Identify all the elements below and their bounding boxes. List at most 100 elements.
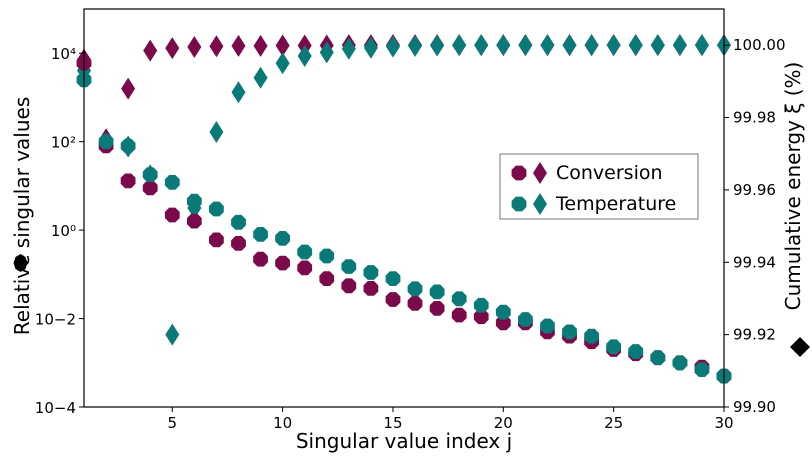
singular-value-point-temperature-24 — [584, 328, 599, 344]
energy-point-temperature-17 — [430, 34, 445, 57]
singular-value-point-conversion-10 — [275, 255, 290, 271]
singular-value-point-temperature-19 — [473, 297, 489, 313]
energy-point-conversion-4 — [143, 39, 158, 62]
left-tick-label: 10−2 — [35, 311, 76, 329]
x-tick-label: 30 — [714, 414, 733, 432]
legend-diamond-marker — [533, 162, 547, 184]
singular-value-point-conversion-7 — [209, 232, 224, 248]
energy-point-conversion-7 — [209, 35, 224, 58]
energy-point-temperature-15 — [385, 35, 400, 58]
left-tick-label: 10−4 — [35, 399, 76, 417]
singular-value-point-conversion-15 — [385, 292, 401, 307]
singular-value-point-temperature-29 — [694, 362, 710, 377]
singular-value-point-conversion-4 — [142, 180, 158, 196]
singular-value-point-conversion-14 — [363, 281, 379, 296]
singular-value-point-temperature-2 — [98, 134, 114, 150]
singular-value-point-temperature-15 — [385, 271, 401, 286]
left-axis-label: Relative singular values — [10, 97, 34, 335]
singular-value-point-conversion-5 — [164, 207, 180, 223]
singular-value-point-temperature-5 — [164, 175, 180, 190]
energy-point-temperature-20 — [496, 34, 511, 57]
singular-value-point-temperature-14 — [363, 265, 379, 280]
energy-point-conversion-6 — [187, 35, 202, 58]
right-tick-label: 99.90 — [733, 398, 776, 416]
energy-point-temperature-19 — [474, 34, 489, 57]
singular-value-point-conversion-9 — [253, 251, 268, 267]
singular-value-point-temperature-26 — [628, 344, 644, 359]
singular-value-point-temperature-18 — [451, 291, 467, 307]
energy-point-temperature-23 — [562, 34, 577, 57]
left-tick-label: 10⁰ — [51, 222, 76, 240]
right-tick-label: 99.94 — [733, 253, 776, 271]
legend-label-conversion: Conversion — [556, 162, 663, 184]
energy-point-conversion-10 — [275, 34, 290, 57]
singular-value-point-conversion-16 — [407, 296, 423, 311]
singular-value-point-temperature-22 — [540, 318, 555, 334]
energy-point-conversion-5 — [165, 37, 180, 60]
singular-value-point-temperature-7 — [209, 201, 224, 217]
x-tick-label: 15 — [383, 414, 402, 432]
x-tick-label: 5 — [168, 414, 178, 432]
axis-ticks: 5 10 15 20 25 30 10−4 10−2 10⁰ 10² 10⁴ 99.90 99.92 99… — [35, 36, 786, 432]
energy-point-temperature-29 — [694, 34, 709, 57]
plot-points — [76, 34, 732, 384]
energy-point-temperature-5 — [165, 323, 180, 346]
energy-point-temperature-14 — [363, 36, 378, 59]
energy-point-temperature-13 — [341, 37, 356, 60]
plot-frame — [83, 8, 725, 408]
right-tick-label: 100.00 — [733, 36, 786, 54]
x-tick-label: 20 — [494, 414, 513, 432]
diamond-marker-icon — [790, 337, 810, 357]
legend-octagon-marker — [511, 165, 527, 181]
right-tick-label: 99.92 — [733, 326, 776, 344]
singular-value-point-conversion-18 — [451, 307, 467, 323]
energy-point-temperature-12 — [319, 41, 334, 64]
energy-point-conversion-9 — [253, 34, 268, 57]
energy-point-conversion-3 — [121, 77, 136, 100]
singular-value-point-temperature-13 — [341, 259, 357, 274]
singular-value-point-temperature-8 — [231, 214, 246, 230]
singular-value-point-conversion-12 — [319, 271, 335, 286]
singular-value-point-temperature-27 — [650, 350, 666, 366]
left-tick-label: 10² — [51, 134, 76, 152]
right-axis-label: Cumulative energy ξ (%) — [781, 62, 805, 311]
singular-value-point-conversion-8 — [231, 236, 246, 251]
energy-point-temperature-25 — [606, 34, 621, 57]
right-tick-label: 99.96 — [733, 181, 776, 199]
left-axis-label-group: Relative singular values — [10, 97, 34, 335]
energy-point-temperature-9 — [253, 66, 268, 89]
x-axis-label: Singular value index j — [296, 429, 512, 453]
singular-value-point-temperature-20 — [495, 304, 511, 320]
energy-point-temperature-8 — [231, 81, 246, 104]
energy-point-temperature-22 — [540, 34, 555, 57]
legend-box — [499, 153, 699, 220]
energy-point-temperature-18 — [452, 34, 467, 57]
legend: Conversion Temperature — [499, 153, 699, 220]
energy-point-temperature-10 — [275, 52, 290, 75]
singular-value-point-temperature-4 — [142, 167, 158, 182]
singular-value-point-conversion-19 — [473, 309, 489, 325]
singular-value-point-temperature-9 — [253, 227, 268, 242]
energy-point-temperature-26 — [628, 34, 643, 57]
singular-value-point-temperature-10 — [275, 231, 290, 246]
energy-point-temperature-27 — [650, 34, 665, 57]
legend-diamond-marker — [533, 193, 547, 215]
legend-markers-conversion — [511, 162, 547, 184]
energy-point-temperature-24 — [584, 34, 599, 57]
singular-value-point-conversion-11 — [297, 260, 313, 276]
singular-value-point-temperature-23 — [562, 324, 577, 340]
singular-value-point-conversion-3 — [120, 173, 136, 189]
singular-value-point-conversion-20 — [495, 315, 511, 331]
energy-point-temperature-11 — [297, 45, 312, 68]
energy-point-temperature-7 — [209, 121, 224, 144]
energy-point-temperature-21 — [518, 34, 533, 57]
x-tick-label: 10 — [273, 414, 292, 432]
singular-value-point-conversion-13 — [341, 278, 357, 294]
singular-value-point-conversion-17 — [429, 301, 445, 316]
energy-point-temperature-16 — [408, 34, 423, 57]
singular-value-point-temperature-3 — [120, 138, 136, 154]
right-axis-label-group: Cumulative energy ξ (%) — [781, 62, 805, 311]
left-tick-label: 10⁴ — [51, 45, 76, 63]
